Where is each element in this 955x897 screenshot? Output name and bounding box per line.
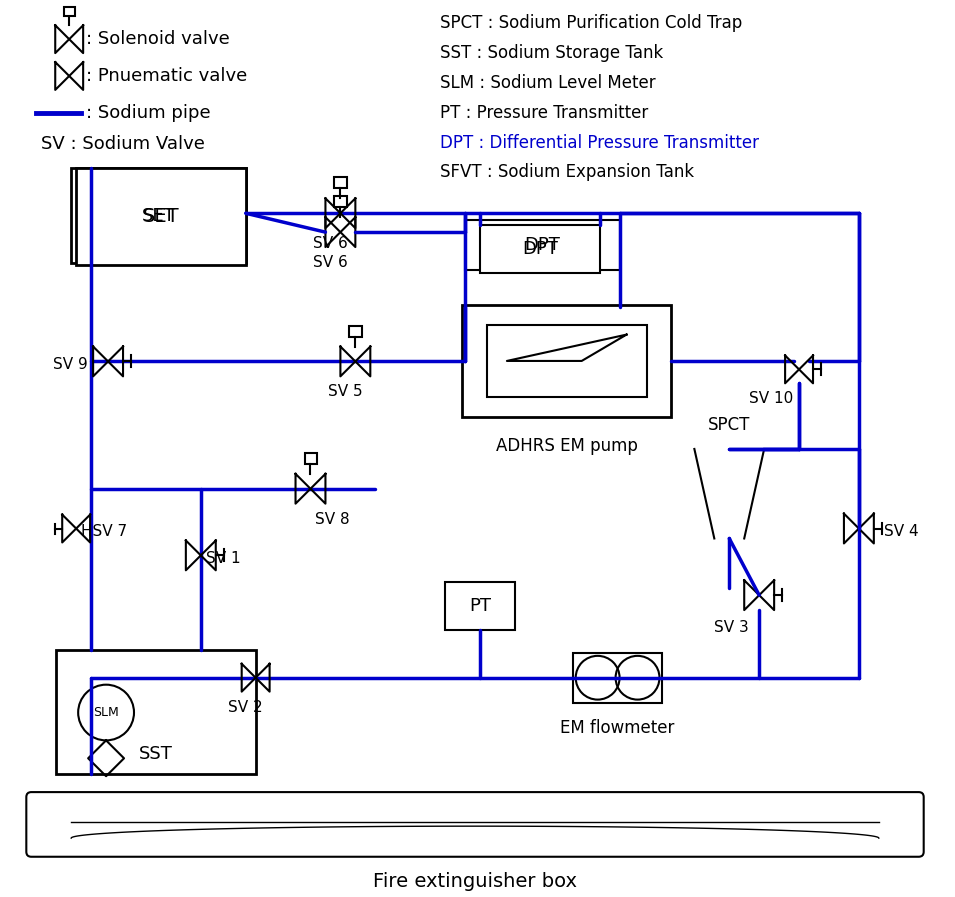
Bar [334,196,348,207]
Text: SV 4: SV 4 [883,524,919,539]
Text: SFVT : Sodium Expansion Tank: SFVT : Sodium Expansion Tank [440,163,694,181]
Bar [573,653,663,702]
Bar [445,582,515,630]
Bar [480,225,600,273]
Bar [305,453,317,464]
Text: SST : Sodium Storage Tank: SST : Sodium Storage Tank [440,44,664,62]
Text: EM flowmeter: EM flowmeter [561,719,675,737]
Text: SV 5: SV 5 [329,384,363,399]
Bar [72,169,245,263]
Text: SV 6: SV 6 [313,255,348,270]
Text: SV 6: SV 6 [313,236,348,251]
Text: SET: SET [141,206,176,225]
Text: ADHRS EM pump: ADHRS EM pump [496,437,638,455]
Bar [56,649,256,774]
Text: SV 9: SV 9 [53,357,88,372]
Text: SV 10: SV 10 [750,391,794,406]
FancyBboxPatch shape [27,792,923,857]
Text: PT : Pressure Transmitter: PT : Pressure Transmitter [440,104,648,122]
Text: SST: SST [139,745,173,763]
Text: : Solenoid valve: : Solenoid valve [86,30,230,48]
Text: SV 1: SV 1 [205,551,241,566]
Text: SV 2: SV 2 [228,700,263,715]
Text: DPT: DPT [524,236,561,254]
Text: : Pnuematic valve: : Pnuematic valve [86,67,247,85]
Text: SPCT : Sodium Purification Cold Trap: SPCT : Sodium Purification Cold Trap [440,14,742,32]
Text: SLM : Sodium Level Meter: SLM : Sodium Level Meter [440,74,656,92]
Bar [76,169,245,265]
Bar [465,220,620,270]
Text: SV 8: SV 8 [315,511,350,527]
Text: DPT : Differential Pressure Transmitter: DPT : Differential Pressure Transmitter [440,134,759,152]
Text: PT: PT [469,597,491,615]
Bar [487,325,647,397]
Text: HSV 7: HSV 7 [81,524,127,539]
Bar [64,7,75,16]
Bar [334,178,348,188]
Text: SET: SET [142,207,180,226]
Text: : Sodium pipe: : Sodium pipe [86,104,211,122]
Text: SV : Sodium Valve: SV : Sodium Valve [41,135,205,152]
Text: DPT: DPT [521,240,558,258]
Bar [350,326,362,336]
Text: SLM: SLM [94,706,119,719]
Bar [462,305,671,417]
Text: SPCT: SPCT [708,416,751,434]
Text: SV 3: SV 3 [714,620,749,635]
Text: Fire extinguisher box: Fire extinguisher box [373,872,577,891]
